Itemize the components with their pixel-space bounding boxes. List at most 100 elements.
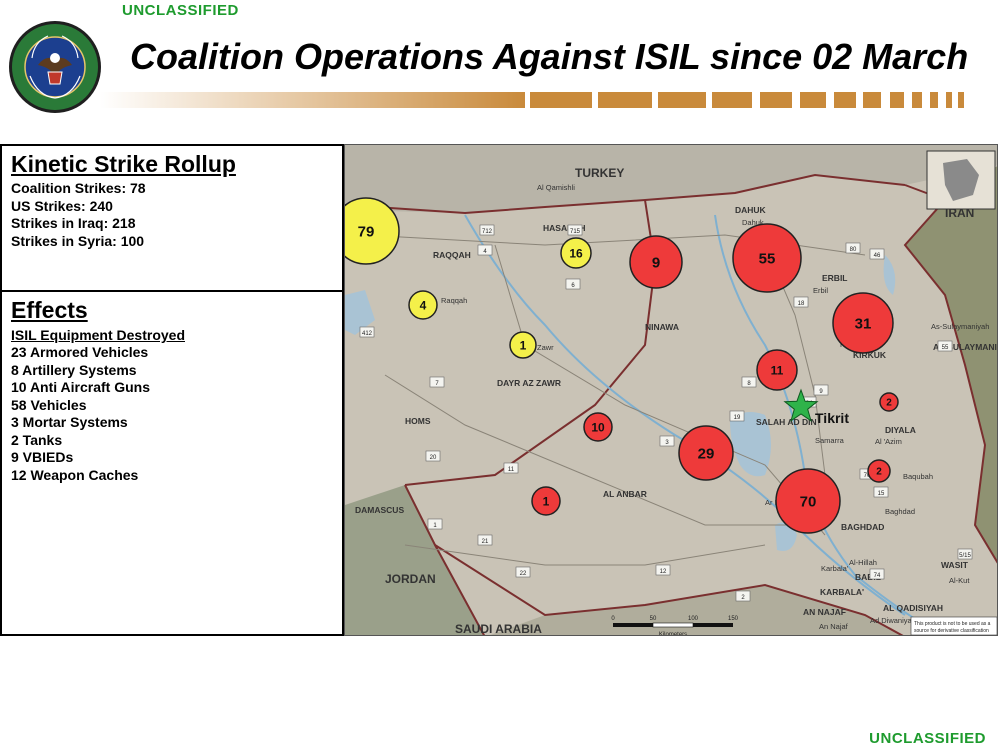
- info-panel: Kinetic Strike Rollup Coalition Strikes:…: [0, 144, 344, 636]
- road-number: 19: [734, 415, 741, 421]
- strike-count-label: 2: [876, 467, 882, 478]
- strike-circle: [531, 486, 561, 516]
- disclaimer-text: source for derivative classification: [914, 628, 989, 634]
- accent-bar-segment: [800, 92, 826, 108]
- road-marker: [477, 244, 493, 256]
- road-marker: [479, 224, 495, 236]
- lake-dukan: [883, 255, 896, 295]
- locator-iraq-shape: [943, 159, 979, 201]
- turkey-region: [345, 145, 997, 213]
- accent-bar-segment: [912, 92, 922, 108]
- mediterranean-water: [345, 290, 375, 335]
- road-number: 4: [483, 249, 487, 255]
- centcom-seal-logo: [9, 21, 101, 113]
- place-label: BABIL: [855, 572, 881, 582]
- road-marker: [425, 450, 441, 462]
- accent-bar-segment: [760, 92, 792, 108]
- strike-count-label: 1: [520, 338, 527, 352]
- lake-razzaza: [775, 522, 797, 551]
- strike-count-label: 29: [698, 445, 715, 462]
- road-marker: [957, 548, 973, 560]
- effect-line: 9 VBIEDs: [11, 449, 74, 465]
- road-marker: [873, 486, 889, 498]
- strike-map[interactable]: TURKEY IRAN JORDAN SAUDI ARABIA Al Qamishli H…: [344, 144, 998, 636]
- strike-circle: [832, 292, 894, 354]
- road-marker: [359, 326, 375, 338]
- road-number: 1: [433, 523, 437, 529]
- road-marker: [515, 566, 531, 578]
- strike-circle: [629, 235, 683, 289]
- accent-bar-segment: [834, 92, 856, 108]
- scale-bar-white: [652, 622, 694, 628]
- place-label: RAQQAH: [433, 250, 471, 260]
- place-label: Ad Diwaniyah: [870, 616, 916, 625]
- strike-rollup-heading: Kinetic Strike Rollup: [11, 151, 236, 177]
- place-label: AL QADISIYAH: [883, 603, 943, 613]
- country-label: SAUDI ARABIA: [455, 622, 542, 636]
- road-marker: [729, 410, 745, 422]
- euphrates-river: [464, 214, 906, 616]
- place-label: Karbala': [821, 564, 849, 573]
- slide-title: Coalition Operations Against ISIL since …: [130, 36, 969, 77]
- accent-bar-segment: [958, 92, 964, 108]
- road-number: 18: [798, 301, 805, 307]
- road-line: [404, 544, 766, 566]
- road-number: 3: [665, 440, 669, 446]
- road-number: 22: [520, 571, 527, 577]
- place-label: HOMS: [405, 416, 431, 426]
- strike-rollup-section: Kinetic Strike Rollup Coalition Strikes:…: [2, 146, 342, 292]
- road-number: 6: [571, 283, 575, 289]
- accent-bar-segment: [712, 92, 752, 108]
- strike-circle: [879, 392, 899, 412]
- place-label: WASIT: [941, 560, 969, 570]
- strike-circle: [732, 223, 802, 293]
- road-number: 12: [660, 569, 667, 575]
- strike-count-label: 1: [543, 494, 550, 508]
- road-marker: [735, 590, 751, 602]
- road-marker: [793, 296, 809, 308]
- place-label: Baghdad: [885, 507, 915, 516]
- road-marker: [845, 242, 861, 254]
- strike-circle: [509, 331, 537, 359]
- header-accent-bar: [100, 92, 980, 108]
- place-label: AL ANBAR: [603, 489, 647, 499]
- strike-circle: [560, 237, 592, 269]
- strike-circle: [583, 412, 613, 442]
- place-label: KARBALA': [820, 587, 864, 597]
- strike-count-label: 79: [358, 223, 375, 240]
- road-marker: [741, 376, 757, 388]
- road-number: 15: [878, 491, 885, 497]
- road-number: 21: [482, 539, 489, 545]
- lake-tharthar: [730, 411, 771, 477]
- strike-count-label: 70: [800, 493, 817, 510]
- strike-circle: [775, 468, 841, 534]
- road-number: 74: [874, 573, 881, 579]
- accent-bar-segment: [658, 92, 706, 108]
- place-label: DAYR AZ ZAWR: [497, 378, 561, 388]
- strike-circle: [756, 349, 798, 391]
- scale-unit-label: Kilometers: [659, 632, 687, 636]
- road-number: 2: [741, 595, 745, 601]
- road-marker: [565, 278, 581, 290]
- road-marker: [869, 248, 885, 260]
- place-label: An Najaf: [819, 622, 849, 631]
- tikrit-label: Tikrit: [815, 410, 849, 426]
- saudi-region: [490, 585, 902, 635]
- place-label: SALAH AD DIN: [756, 417, 817, 427]
- strike-circle: [678, 425, 734, 481]
- effect-line: 3 Mortar Systems: [11, 414, 128, 430]
- strike-count-label: 9: [652, 254, 660, 271]
- road-number: 80: [850, 247, 857, 253]
- effect-line: 10 Anti Aircraft Guns: [11, 379, 150, 395]
- road-number: 20: [430, 455, 437, 461]
- place-label: AN NAJAF: [803, 607, 846, 617]
- tikrit-star-icon: [783, 388, 819, 422]
- place-label: DIYALA: [885, 425, 916, 435]
- accent-bar-segment: [930, 92, 938, 108]
- road-line: [384, 374, 805, 526]
- road-number: 412: [362, 331, 373, 337]
- country-label: IRAN: [945, 206, 974, 220]
- place-label: ERBIL: [822, 273, 848, 283]
- strike-count-label: 55: [759, 250, 776, 267]
- country-label: TURKEY: [575, 166, 624, 180]
